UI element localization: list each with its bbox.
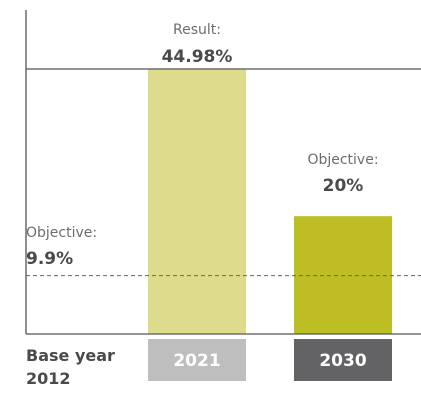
baseline-category-line2: 2012 bbox=[26, 369, 71, 388]
category-box-2021 bbox=[148, 339, 246, 381]
bar-2021 bbox=[148, 69, 246, 334]
baseline-category-line1: Base year bbox=[26, 346, 115, 365]
bar-2030-caption: Objective: bbox=[307, 152, 378, 168]
baseline-value-label: 9.9% bbox=[26, 249, 73, 269]
bar-2021-caption: Result: bbox=[173, 22, 221, 38]
category-label-2030: 2030 bbox=[319, 351, 366, 371]
baseline-caption: Objective: bbox=[26, 225, 97, 241]
bar-2021-value-label: 44.98% bbox=[162, 47, 233, 67]
category-label-2021: 2021 bbox=[173, 351, 220, 371]
bar-2030 bbox=[294, 216, 392, 334]
bar-2030-value-label: 20% bbox=[323, 176, 364, 196]
category-box-2030 bbox=[294, 339, 392, 381]
